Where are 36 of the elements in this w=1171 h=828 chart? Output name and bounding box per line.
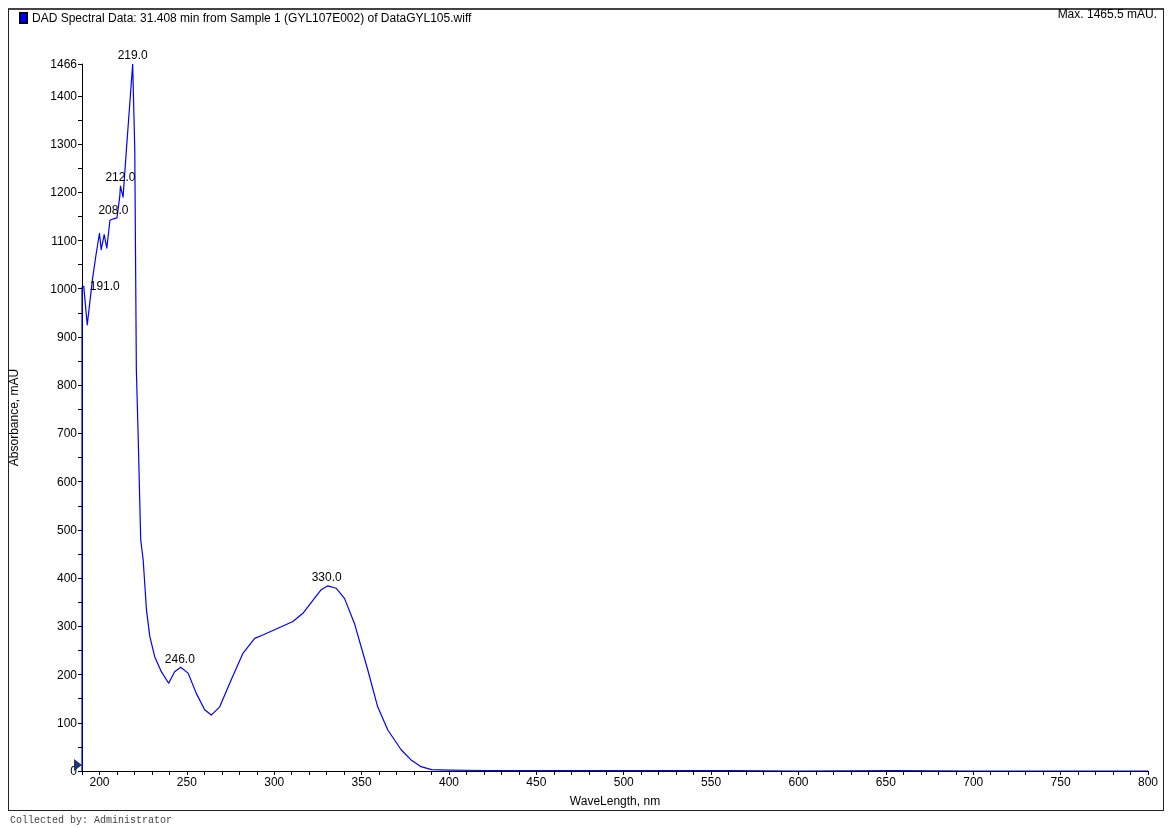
y-tick-label: 600 [56,474,78,489]
y-tick-label: 200 [56,667,78,682]
x-tick-label: 650 [875,775,897,789]
x-axis-title: WaveLength, nm [569,794,661,808]
y-tick-label: 1100 [51,233,78,248]
x-tick-label: 600 [788,775,809,789]
text: Max. 1465.5 mAU. [1057,7,1157,21]
y-tick-label: 700 [56,426,78,441]
y-tick-label: 300 [56,619,78,634]
x-tick-label: 250 [176,775,198,789]
y-tick-label: 800 [56,378,78,393]
y-tick-label: 1466 [50,57,78,71]
y-tick-label: 500 [56,522,78,537]
x-tick-label: 500 [613,775,635,789]
x-tick-label: 200 [89,775,110,789]
text: Collected by: Administrator [10,814,173,826]
x-tick-label: 700 [963,775,984,789]
legend-label: DAD Spectral Data: 31.408 min from Sample 1 (GYL107E002) of DataGYL105.wiff [32,11,472,25]
y-axis-title: Absorbance, mAU [7,368,21,467]
y-tick-label: 400 [56,571,78,586]
y-tick-label: 100 [56,715,78,730]
y-tick-label: 1000 [50,281,78,296]
x-tick-label: 450 [526,775,547,789]
x-tick-label: 550 [701,775,722,789]
y-tick-label: 1200 [50,185,78,200]
x-tick-label: 800 [1137,775,1159,789]
annotation: 246.0 [164,651,196,666]
x-tick-label: 300 [264,775,285,789]
y-tick-label: 1400 [50,88,78,103]
y-tick-label: 1300 [50,137,78,152]
annotation: 219.0 [117,48,149,63]
y-tick-label: 900 [56,329,78,344]
x-tick-label: 400 [438,775,460,789]
annotation: 330.0 [311,570,342,585]
x-tick-label: 750 [1050,775,1071,789]
x-tick-label: 350 [351,775,372,789]
